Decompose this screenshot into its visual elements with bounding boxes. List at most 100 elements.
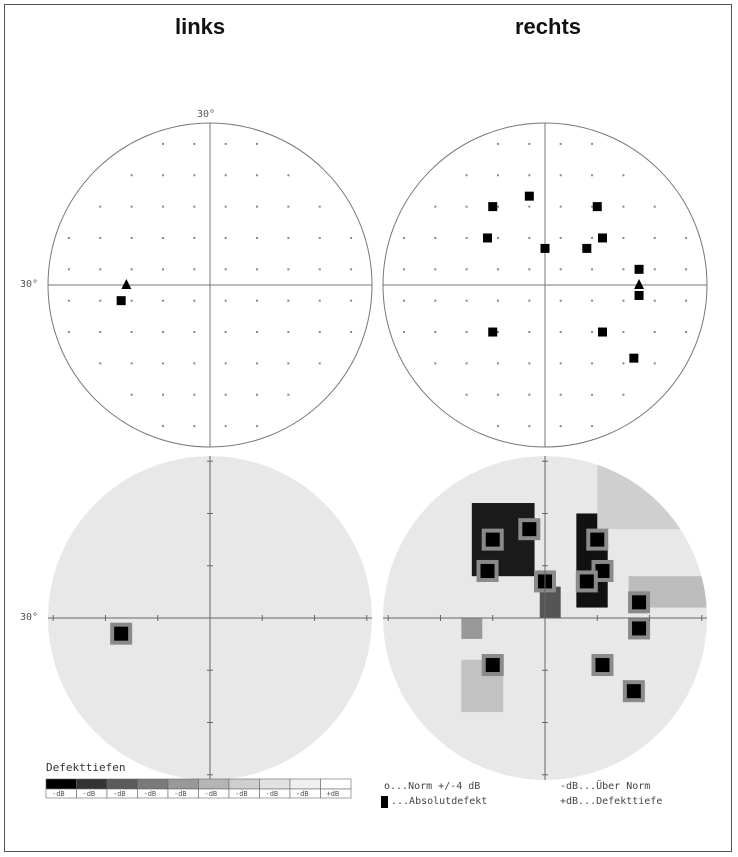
test-point [130,362,133,365]
test-point [161,425,164,428]
test-point [465,393,468,396]
test-point [559,299,562,302]
defect-core [579,574,594,589]
defect-core [522,522,537,537]
test-point [287,299,290,302]
defect-core [595,563,610,578]
test-point [591,205,594,208]
test-point [224,174,227,177]
test-point [224,299,227,302]
test-point [559,205,562,208]
test-point [193,331,196,334]
test-point [287,236,290,239]
test-point [402,268,405,271]
test-point [193,362,196,365]
test-point [130,236,133,239]
test-point [224,205,227,208]
test-point [256,299,259,302]
test-point [402,331,405,334]
test-point [99,299,102,302]
absolute-defect-icon [381,796,388,808]
test-point [224,236,227,239]
test-point [161,393,164,396]
test-point [161,268,164,271]
test-point [496,142,499,145]
test-point [465,299,468,302]
test-point [653,299,656,302]
field-lower-right [383,456,707,780]
absolute-defect-marker [597,327,607,337]
legend-cell [320,788,352,799]
absolute-defect-marker [597,233,607,243]
legend-scale-label: +dB [327,790,340,798]
test-point [287,362,290,365]
test-point [67,236,70,239]
absolute-defect-marker [629,353,639,363]
test-point [256,236,259,239]
legend-scale-label: -dB [83,790,96,798]
absolute-defect-marker [634,290,644,300]
test-point [434,205,437,208]
legend-scale-label: -dB [113,790,126,798]
legend-swatch [106,778,138,790]
test-point [67,331,70,334]
test-point [318,236,321,239]
test-point [350,268,353,271]
test-point [591,362,594,365]
test-point [622,299,625,302]
test-point [528,362,531,365]
test-point [528,236,531,239]
test-point [161,331,164,334]
test-point [622,236,625,239]
test-point [559,236,562,239]
test-point [256,268,259,271]
legend-scale-label: -dB [266,790,279,798]
test-point [318,331,321,334]
axis-label-side: 30° [20,279,38,290]
legend-swatch [167,778,199,790]
test-point [622,331,625,334]
test-point [99,268,102,271]
test-point [465,362,468,365]
test-point [653,236,656,239]
defect-core [632,621,647,636]
field-upper-left [47,122,373,448]
defect-core [485,658,500,673]
test-point [559,268,562,271]
field-upper-right [382,122,708,448]
test-point [67,299,70,302]
test-point [193,299,196,302]
legend-norm: o...Norm +/-4 dB [384,781,481,792]
test-point [130,174,133,177]
test-point [496,174,499,177]
test-point [559,393,562,396]
test-point [465,331,468,334]
test-point [591,425,594,428]
legend-over-norm: -dB...Über Norm [560,781,651,792]
test-point [193,174,196,177]
test-point [559,362,562,365]
test-point [193,425,196,428]
test-point [287,331,290,334]
test-point [130,331,133,334]
test-point [434,362,437,365]
test-point [685,236,688,239]
test-point [528,268,531,271]
test-point [161,205,164,208]
test-point [130,299,133,302]
legend-swatch [137,778,169,790]
test-point [256,362,259,365]
test-point [287,205,290,208]
test-point [99,362,102,365]
test-point [224,425,227,428]
legend-absolute: ...Absolutdefekt [391,796,488,807]
relative-defect-marker [634,279,645,289]
test-point [653,331,656,334]
test-point [193,393,196,396]
test-point [402,236,405,239]
defect-core [480,563,495,578]
test-point [559,174,562,177]
test-point [591,174,594,177]
defect-core [590,532,605,547]
